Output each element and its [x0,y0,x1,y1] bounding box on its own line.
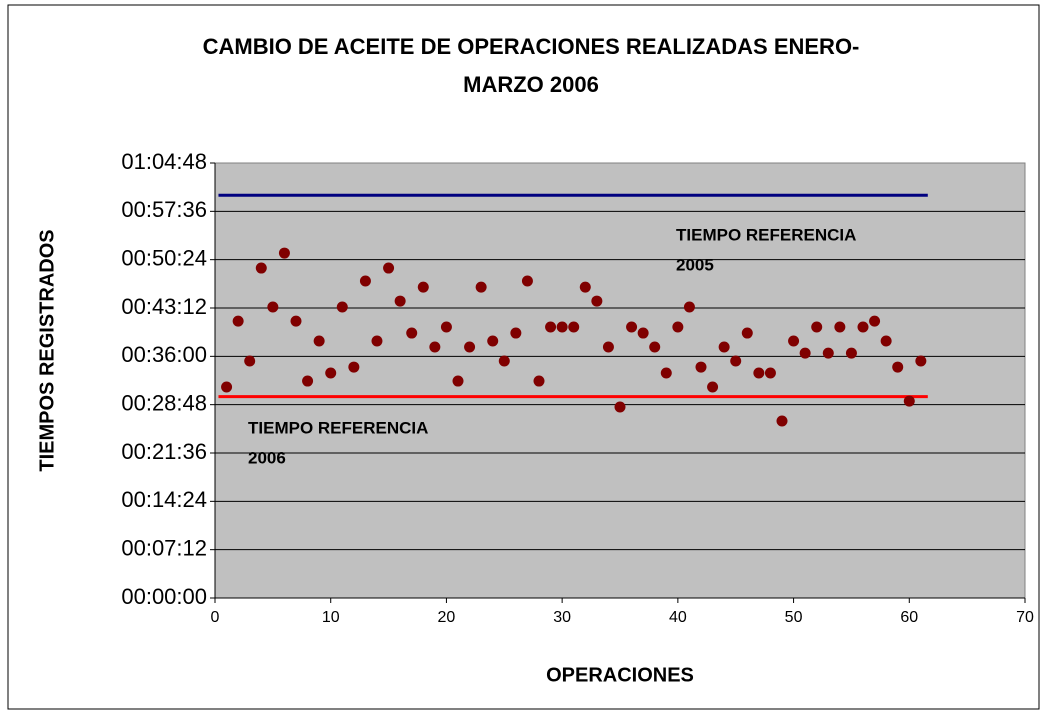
point [498,355,510,367]
point [487,335,499,347]
point [637,327,649,339]
reference-label: TIEMPO REFERENCIA [248,418,428,437]
x-tick-label: 10 [322,609,340,626]
x-tick-label: 20 [438,609,456,626]
point [417,281,429,293]
point [695,361,707,373]
reference-label: 2006 [248,448,286,467]
point [788,335,800,347]
point [591,295,603,307]
point [278,247,290,259]
y-tick-label: 00:50:24 [121,245,207,270]
point [232,315,244,327]
point [325,367,337,379]
x-tick-label: 70 [1016,609,1034,626]
point [510,327,522,339]
point [626,321,638,333]
y-tick-label: 00:28:48 [121,390,207,415]
point [579,281,591,293]
point [892,361,904,373]
point [822,347,834,359]
point [602,341,614,353]
point [776,415,788,427]
point [221,381,233,393]
point [464,341,476,353]
point [383,262,395,274]
point [359,275,371,287]
point [475,281,487,293]
y-tick-label: 00:43:12 [121,294,207,319]
x-axis-label: OPERACIONES [546,664,694,686]
point [672,321,684,333]
point [255,262,267,274]
point [753,367,765,379]
point [406,327,418,339]
y-tick-label: 00:00:00 [121,584,207,609]
point [348,361,360,373]
point [302,375,314,387]
y-tick-label: 00:36:00 [121,342,207,367]
point [741,327,753,339]
point [244,355,256,367]
point [834,321,846,333]
point [452,375,464,387]
point [545,321,557,333]
point [718,341,730,353]
point [683,301,695,313]
point [336,301,348,313]
point [440,321,452,333]
chart-title: MARZO 2006 [463,72,599,97]
point [903,395,915,407]
y-axis-label: TIEMPOS REGISTRADOS [36,229,58,471]
point [764,367,776,379]
point [730,355,742,367]
point [869,315,881,327]
point [649,341,661,353]
point [394,295,406,307]
plot-area [214,162,1026,599]
point [290,315,302,327]
point [707,381,719,393]
point [614,401,626,413]
x-tick-label: 40 [669,609,687,626]
point [845,347,857,359]
y-tick-label: 00:07:12 [121,535,207,560]
x-tick-label: 50 [785,609,803,626]
point [556,321,568,333]
point [660,367,672,379]
point [857,321,869,333]
y-tick-label: 00:57:36 [121,197,207,222]
chart-title: CAMBIO DE ACEITE DE OPERACIONES REALIZAD… [203,34,860,59]
point [521,275,533,287]
x-tick-label: 60 [900,609,918,626]
point [371,335,383,347]
y-tick-label: 01:04:48 [121,149,207,174]
x-tick-label: 0 [211,609,220,626]
point [799,347,811,359]
point [429,341,441,353]
x-tick-label: 30 [553,609,571,626]
reference-label: TIEMPO REFERENCIA [676,225,856,244]
y-tick-label: 00:14:24 [121,487,207,512]
point [568,321,580,333]
point [313,335,325,347]
point [880,335,892,347]
point [811,321,823,333]
y-tick-label: 00:21:36 [121,439,207,464]
reference-label: 2005 [676,255,714,274]
point [533,375,545,387]
point [267,301,279,313]
point [915,355,927,367]
